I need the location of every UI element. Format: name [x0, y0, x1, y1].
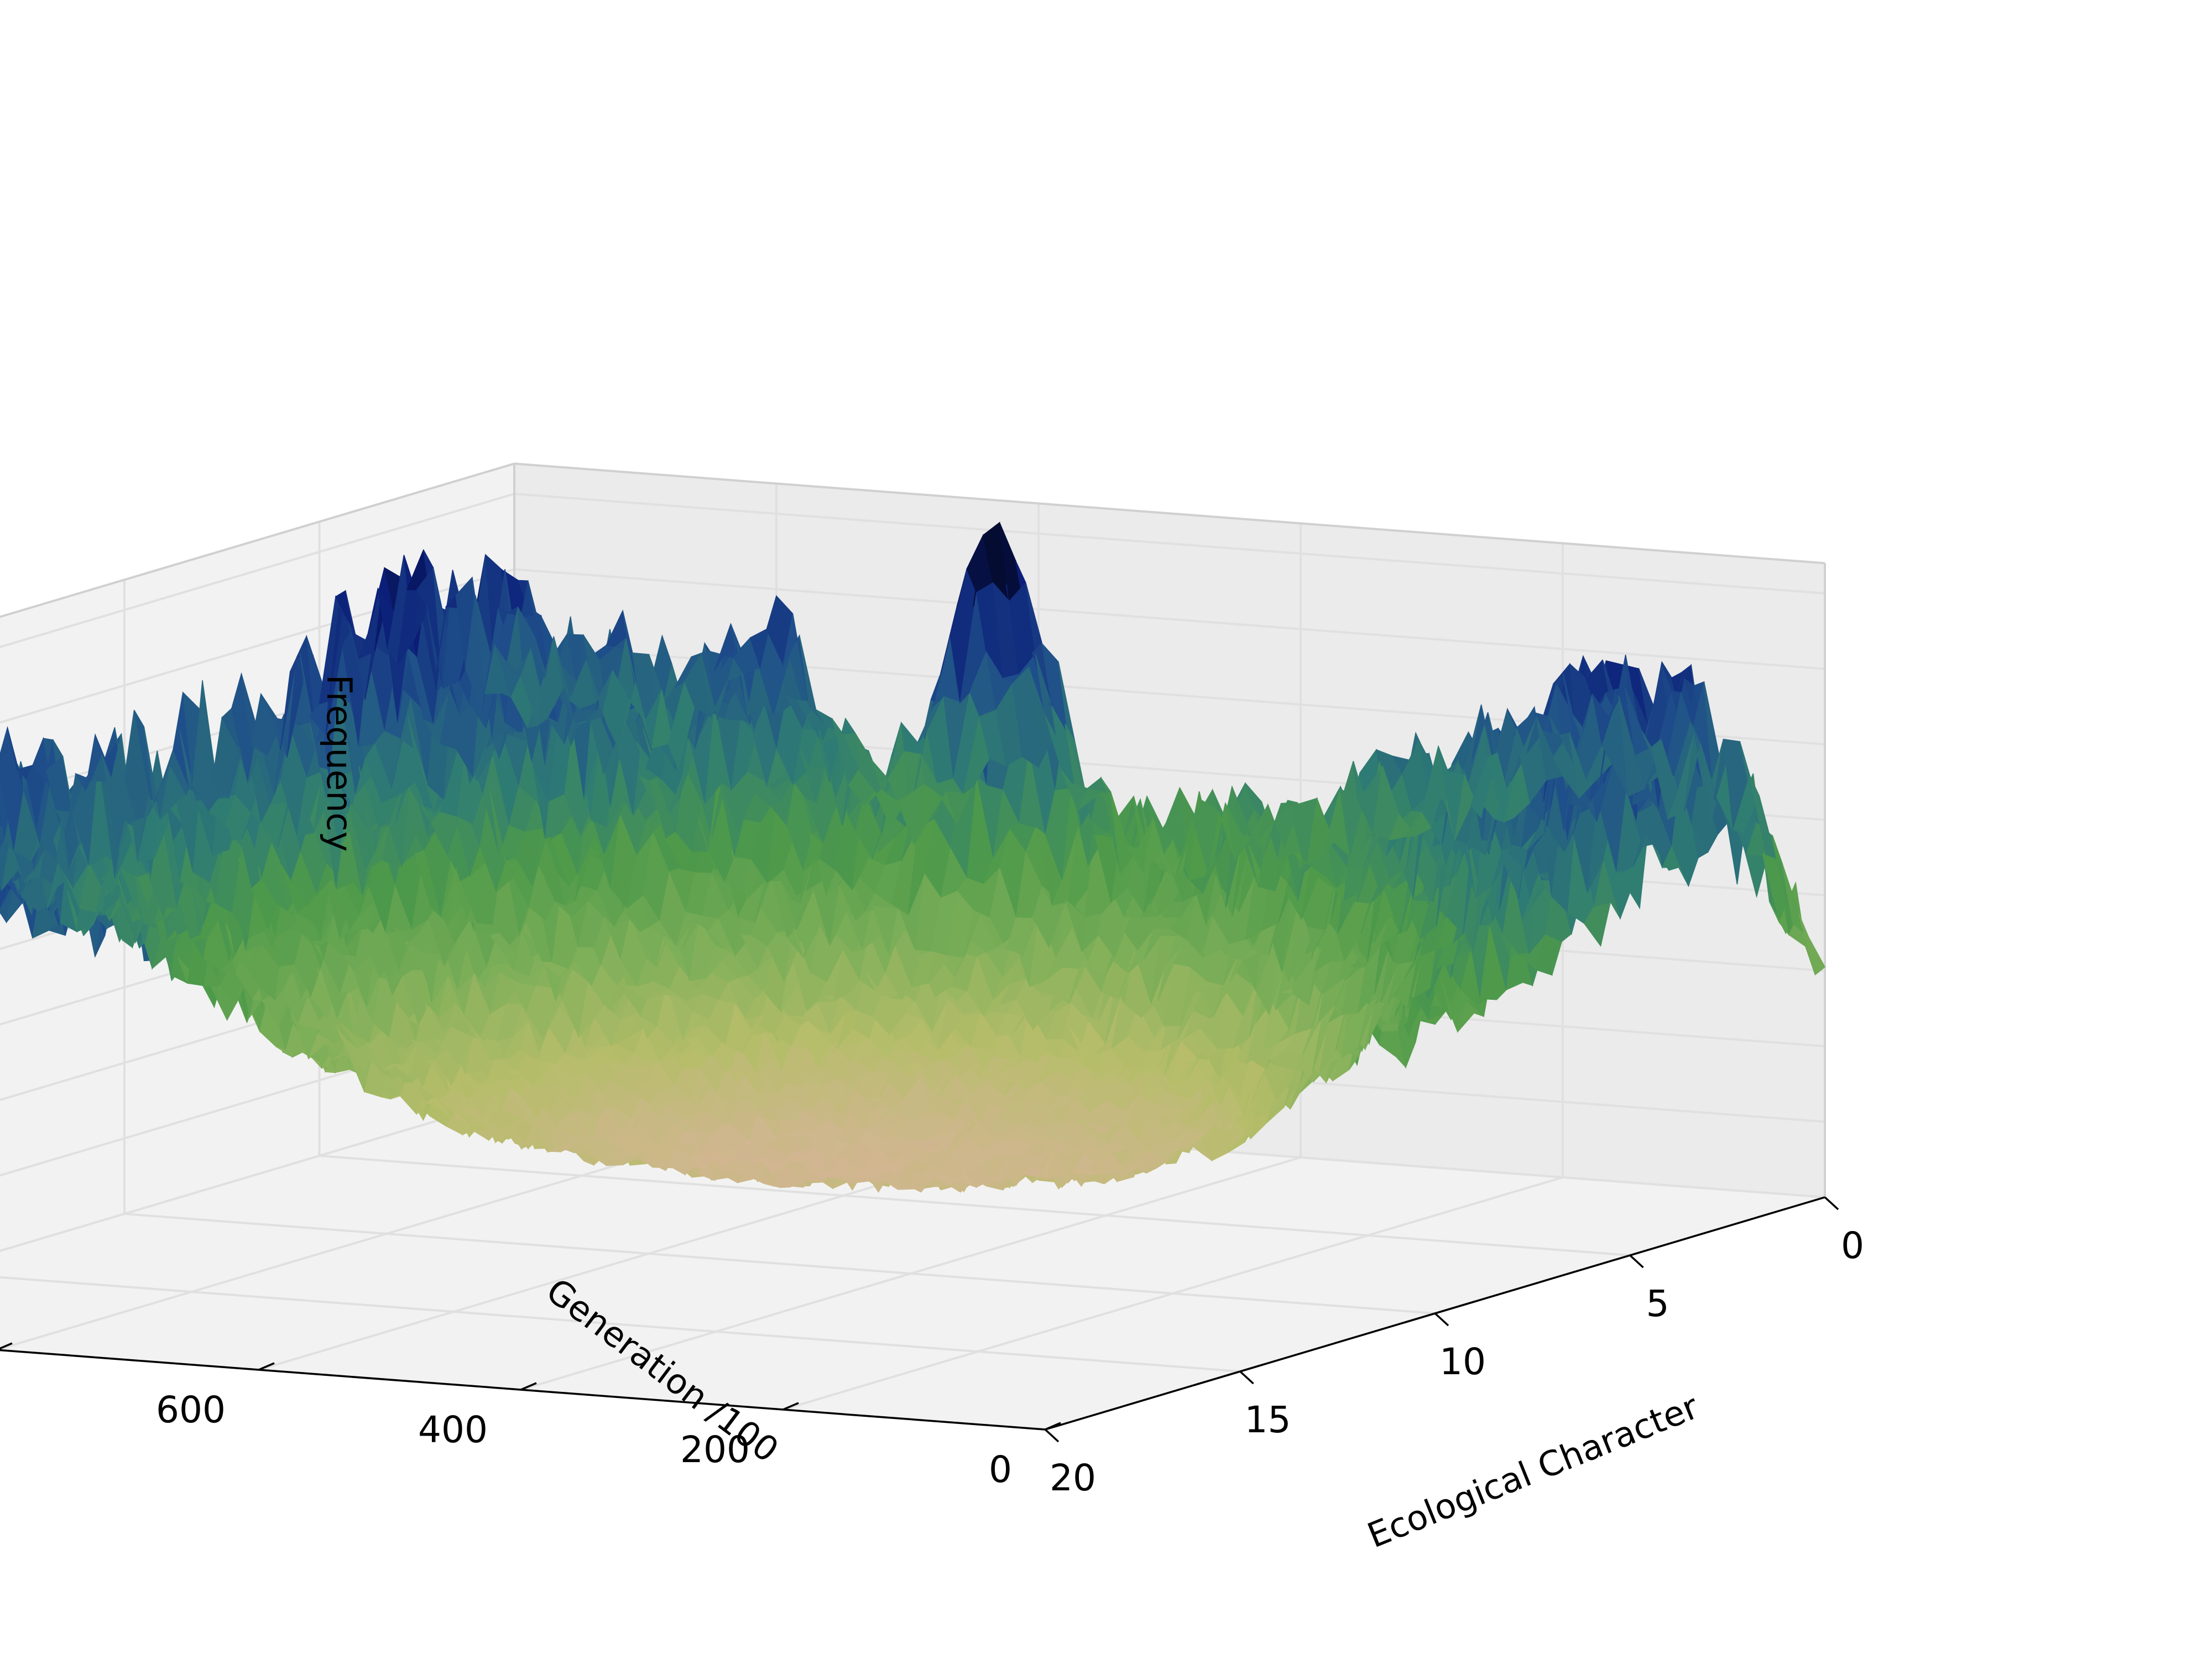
grid-line [520, 1156, 1301, 1391]
grid-line [124, 1213, 1436, 1314]
grid-line [0, 1276, 1240, 1373]
pane-edge [514, 462, 1825, 565]
pane-edge [0, 462, 515, 618]
grid-line [514, 493, 1825, 594]
grid-line [0, 493, 515, 649]
grid-line [319, 1155, 1630, 1256]
surface-plot [0, 521, 1825, 1193]
floor-pane [0, 1098, 1825, 1430]
grid-line [0, 1097, 515, 1253]
grid-line [514, 568, 1825, 670]
grid-line [782, 1176, 1563, 1411]
